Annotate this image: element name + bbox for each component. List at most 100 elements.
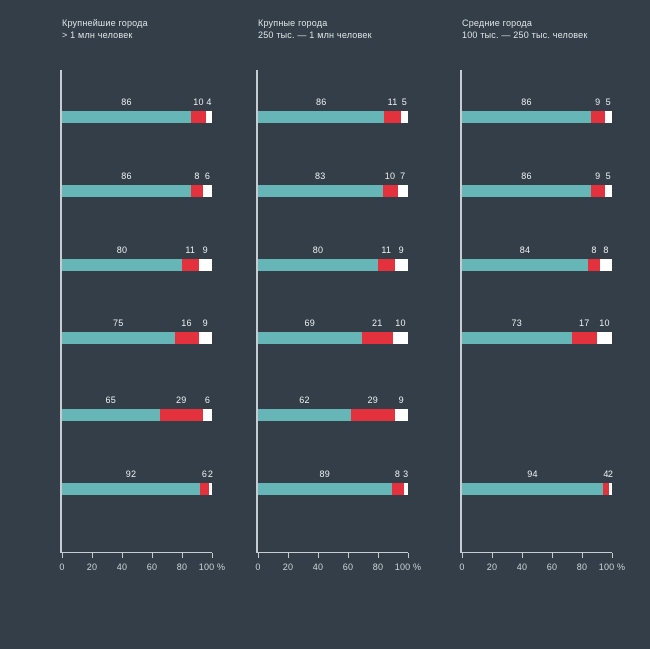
bar-row (462, 259, 612, 271)
bar-segment-red (200, 483, 209, 495)
bar-value-label: 86 (121, 97, 132, 107)
bar-segment-white (609, 483, 612, 495)
panel-title-line1: Крупные города (258, 18, 328, 28)
bar-value-label: 4 (603, 469, 609, 479)
x-axis-tick-label: 60 (546, 562, 558, 572)
x-axis-tick-label: 100 % (394, 562, 422, 572)
bar-segment-white (198, 259, 212, 271)
bar-row (62, 111, 212, 123)
bar-segment-teal (462, 332, 572, 344)
bar-value-label: 94 (527, 469, 538, 479)
bar-segment-teal (258, 111, 385, 123)
panel-title: Крупнейшие города > 1 млн человек (62, 17, 148, 41)
bar-value-label: 92 (125, 469, 137, 479)
bar-segment-teal (462, 259, 588, 271)
x-axis-tick (318, 553, 319, 558)
bar-value-label: 17 (579, 318, 590, 328)
bar-segment-red (159, 409, 203, 421)
x-axis-tick-label: 40 (516, 562, 528, 572)
x-axis-tick-label: 80 (176, 562, 188, 572)
bar-segment-teal (258, 185, 383, 197)
bar-segment-white (604, 111, 612, 123)
bar-value-label: 2 (207, 469, 214, 479)
bar-value-label: 16 (181, 318, 192, 328)
bar-segment-teal (258, 332, 362, 344)
panel-title-line2: > 1 млн человек (62, 30, 133, 40)
bar-segment-red (588, 259, 600, 271)
x-axis-tick (522, 553, 523, 558)
bar-segment-teal (62, 332, 175, 344)
bar-row (62, 259, 212, 271)
bar-value-label: 8 (194, 171, 200, 181)
y-axis-line (460, 70, 462, 553)
bar-row (62, 332, 212, 344)
panel-largest-cities: Крупнейшие города > 1 млн человек 86 10 4 8… (59, 0, 258, 649)
x-axis-tick (552, 553, 553, 558)
x-axis-tick (62, 553, 63, 558)
x-axis-tick-label: 20 (86, 562, 98, 572)
x-axis-tick (582, 553, 583, 558)
bar-row (62, 185, 212, 197)
x-axis-tick-label: 20 (282, 562, 294, 572)
bar-segment-red (361, 332, 393, 344)
bar-value-label: 11 (185, 245, 196, 255)
bar-segment-red (174, 332, 199, 344)
bar-segment-white (203, 409, 212, 421)
bar-segment-white (198, 332, 212, 344)
bar-segment-white (206, 111, 212, 123)
bar-segment-teal (62, 259, 182, 271)
x-axis-tick (182, 553, 183, 558)
bar-row (462, 332, 612, 344)
bar-segment-teal (258, 483, 392, 495)
x-axis-tick (612, 553, 613, 558)
bar-segment-white (393, 332, 408, 344)
panel-plot: 86 9 5 86 9 5 84 8 8 73 17 10 94 4 2 0 20 40 60 80 100 % (459, 0, 625, 649)
bar-segment-teal (62, 111, 191, 123)
bar-segment-white (397, 185, 408, 197)
bar-segment-red (571, 332, 597, 344)
bar-segment-red (591, 111, 605, 123)
bar-value-label: 86 (521, 171, 532, 181)
x-axis-tick (462, 553, 463, 558)
panel-title: Средние города 100 тыс. — 250 тыс. челов… (462, 17, 588, 41)
bar-row (462, 111, 612, 123)
x-axis-tick (408, 553, 409, 558)
bar-segment-teal (62, 483, 200, 495)
x-axis-line (256, 552, 408, 553)
panel-medium-cities: Средние города 100 тыс. — 250 тыс. челов… (459, 0, 650, 649)
bar-segment-white (604, 185, 612, 197)
bar-value-label: 86 (316, 97, 327, 107)
bar-value-label: 9 (595, 97, 601, 107)
bar-segment-white (400, 111, 408, 123)
y-axis-line (256, 70, 258, 553)
bar-segment-teal (462, 185, 591, 197)
bar-value-label: 89 (319, 469, 330, 479)
x-axis-tick-label: 0 (459, 562, 465, 572)
bar-value-label: 11 (387, 97, 398, 107)
x-axis-tick (348, 553, 349, 558)
x-axis-tick-label: 100 % (198, 562, 226, 572)
bar-segment-red (591, 185, 605, 197)
panel-plot: 86 11 5 83 10 7 80 11 9 69 21 10 62 29 9 89 8 3 0 20 40 60 80 1… (255, 0, 421, 649)
bar-row (258, 332, 408, 344)
bar-value-label: 5 (605, 171, 611, 181)
bar-value-label: 86 (521, 97, 532, 107)
bar-value-label: 83 (315, 171, 326, 181)
bar-segment-red (182, 259, 199, 271)
bar-value-label: 8 (394, 469, 401, 479)
x-axis-tick (122, 553, 123, 558)
bar-value-label: 21 (372, 318, 383, 328)
bar-segment-white (209, 483, 212, 495)
x-axis-tick-label: 40 (312, 562, 324, 572)
bar-value-label: 6 (204, 171, 211, 181)
bar-segment-white (597, 332, 612, 344)
bar-value-label: 10 (193, 97, 204, 107)
x-axis-tick-label: 0 (59, 562, 65, 572)
x-axis-tick-label: 80 (372, 562, 384, 572)
panel-title-line2: 250 тыс. — 1 млн человек (258, 30, 372, 40)
bar-segment-red (351, 409, 395, 421)
panel-title-line1: Средние города (462, 18, 533, 28)
bar-value-label: 6 (201, 469, 208, 479)
x-axis-tick-label: 100 % (598, 562, 626, 572)
bar-value-label: 75 (113, 318, 124, 328)
